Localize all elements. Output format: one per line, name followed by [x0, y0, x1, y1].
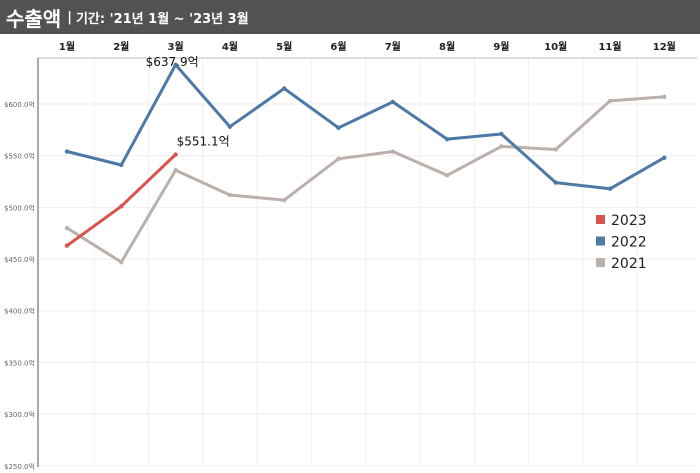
data-point-2022 — [282, 86, 287, 91]
x-tick-label: 8월 — [439, 41, 455, 53]
x-tick-label: 10월 — [544, 41, 567, 53]
legend-swatch-2022 — [596, 236, 605, 246]
y-tick-label: $600.0억 — [4, 101, 35, 109]
data-point-2021 — [662, 94, 667, 99]
data-point-2021 — [499, 144, 504, 149]
data-point-2022 — [173, 62, 178, 68]
series-line-2021 — [65, 95, 666, 264]
x-tick-label: 3월 — [168, 41, 184, 53]
data-point-2021 — [553, 147, 558, 152]
data-point-2022 — [607, 186, 613, 191]
x-tick-label: 4월 — [222, 41, 238, 53]
chart-title: 수출액 — [6, 6, 62, 31]
data-point-2022 — [119, 162, 124, 168]
data-label-2022: $637.9억 — [146, 55, 199, 69]
x-tick-label: 12월 — [653, 41, 676, 53]
chart-subtitle: 기간: '21년 1월 ~ '23년 3월 — [75, 11, 249, 27]
legend-swatch-2021 — [596, 258, 605, 267]
x-tick-label: 9월 — [493, 41, 509, 53]
data-point-2023 — [173, 152, 178, 157]
data-point-2022 — [64, 149, 70, 154]
legend-swatch-2023 — [596, 215, 605, 224]
y-tick-label: $300.0억 — [4, 411, 35, 419]
legend-label-2021: 2021 — [611, 256, 647, 272]
y-tick-label: $250.0억 — [4, 463, 35, 471]
data-point-2021 — [444, 173, 450, 178]
data-point-2022 — [336, 125, 341, 130]
data-point-2021 — [173, 167, 178, 173]
y-tick-label: $550.0억 — [4, 153, 35, 161]
x-tick-label: 2월 — [113, 41, 129, 53]
data-point-2021 — [227, 192, 233, 198]
title-separator: | — [67, 9, 72, 25]
data-point-2022 — [444, 136, 450, 142]
x-tick-label: 11월 — [598, 41, 621, 53]
data-point-2021 — [390, 149, 395, 154]
data-point-2021 — [119, 259, 124, 265]
x-tick-label: 6월 — [330, 41, 346, 53]
legend-label-2023: 2023 — [611, 213, 647, 229]
x-tick-label: 5월 — [276, 41, 292, 53]
x-tick-label: 1월 — [59, 41, 75, 53]
x-tick-label: 7월 — [385, 41, 401, 53]
data-point-2021 — [336, 156, 341, 161]
y-tick-label: $450.0억 — [4, 256, 35, 264]
data-point-2022 — [499, 131, 504, 137]
data-point-2021 — [64, 225, 70, 231]
data-point-2022 — [662, 155, 667, 160]
data-point-2022 — [227, 124, 233, 129]
legend-label-2022: 2022 — [611, 235, 647, 251]
data-point-2021 — [607, 98, 613, 104]
y-tick-label: $350.0억 — [4, 359, 35, 367]
series-line-2022 — [65, 63, 666, 191]
title-bar: 수출액 | 기간: '21년 1월 ~ '23년 3월 — [0, 0, 700, 34]
data-point-2021 — [282, 197, 287, 203]
data-point-2023 — [119, 204, 124, 209]
y-tick-label: $400.0억 — [4, 308, 35, 316]
data-point-2023 — [64, 243, 70, 248]
data-point-2022 — [390, 99, 395, 105]
data-point-2022 — [553, 180, 558, 185]
y-tick-label: $500.0억 — [4, 204, 35, 212]
data-label-2023: $551.1억 — [177, 135, 230, 149]
